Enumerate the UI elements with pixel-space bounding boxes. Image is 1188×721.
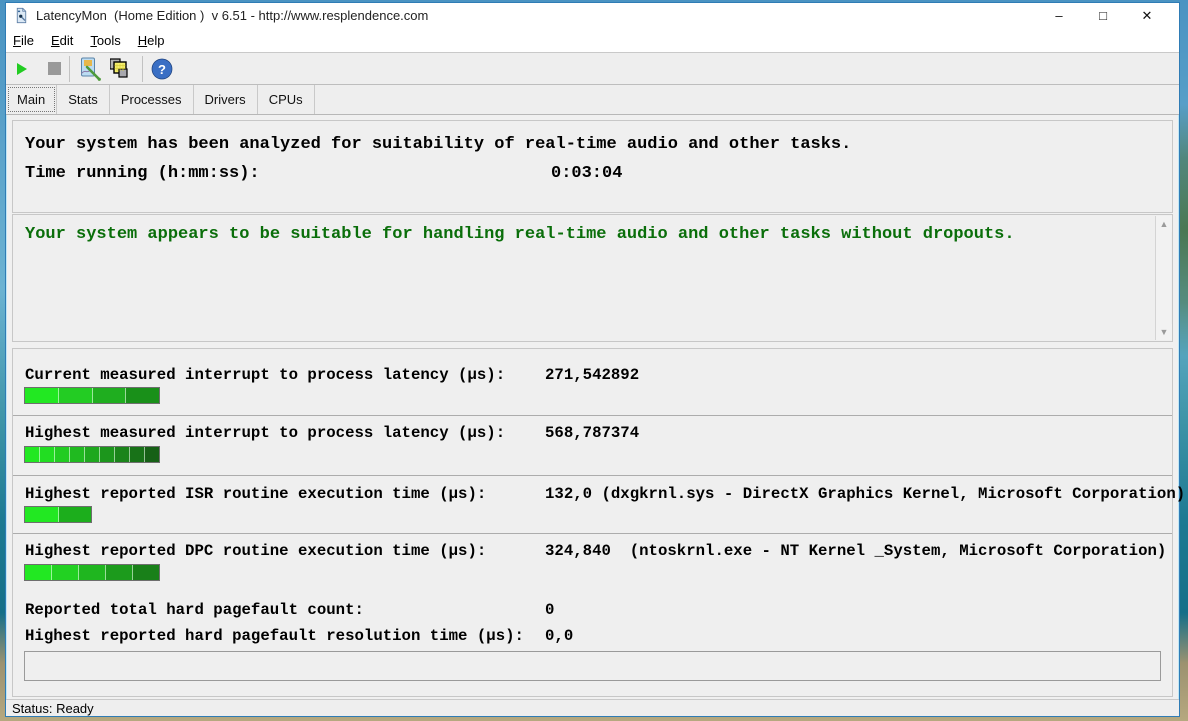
svg-text:?: ?: [158, 62, 166, 77]
